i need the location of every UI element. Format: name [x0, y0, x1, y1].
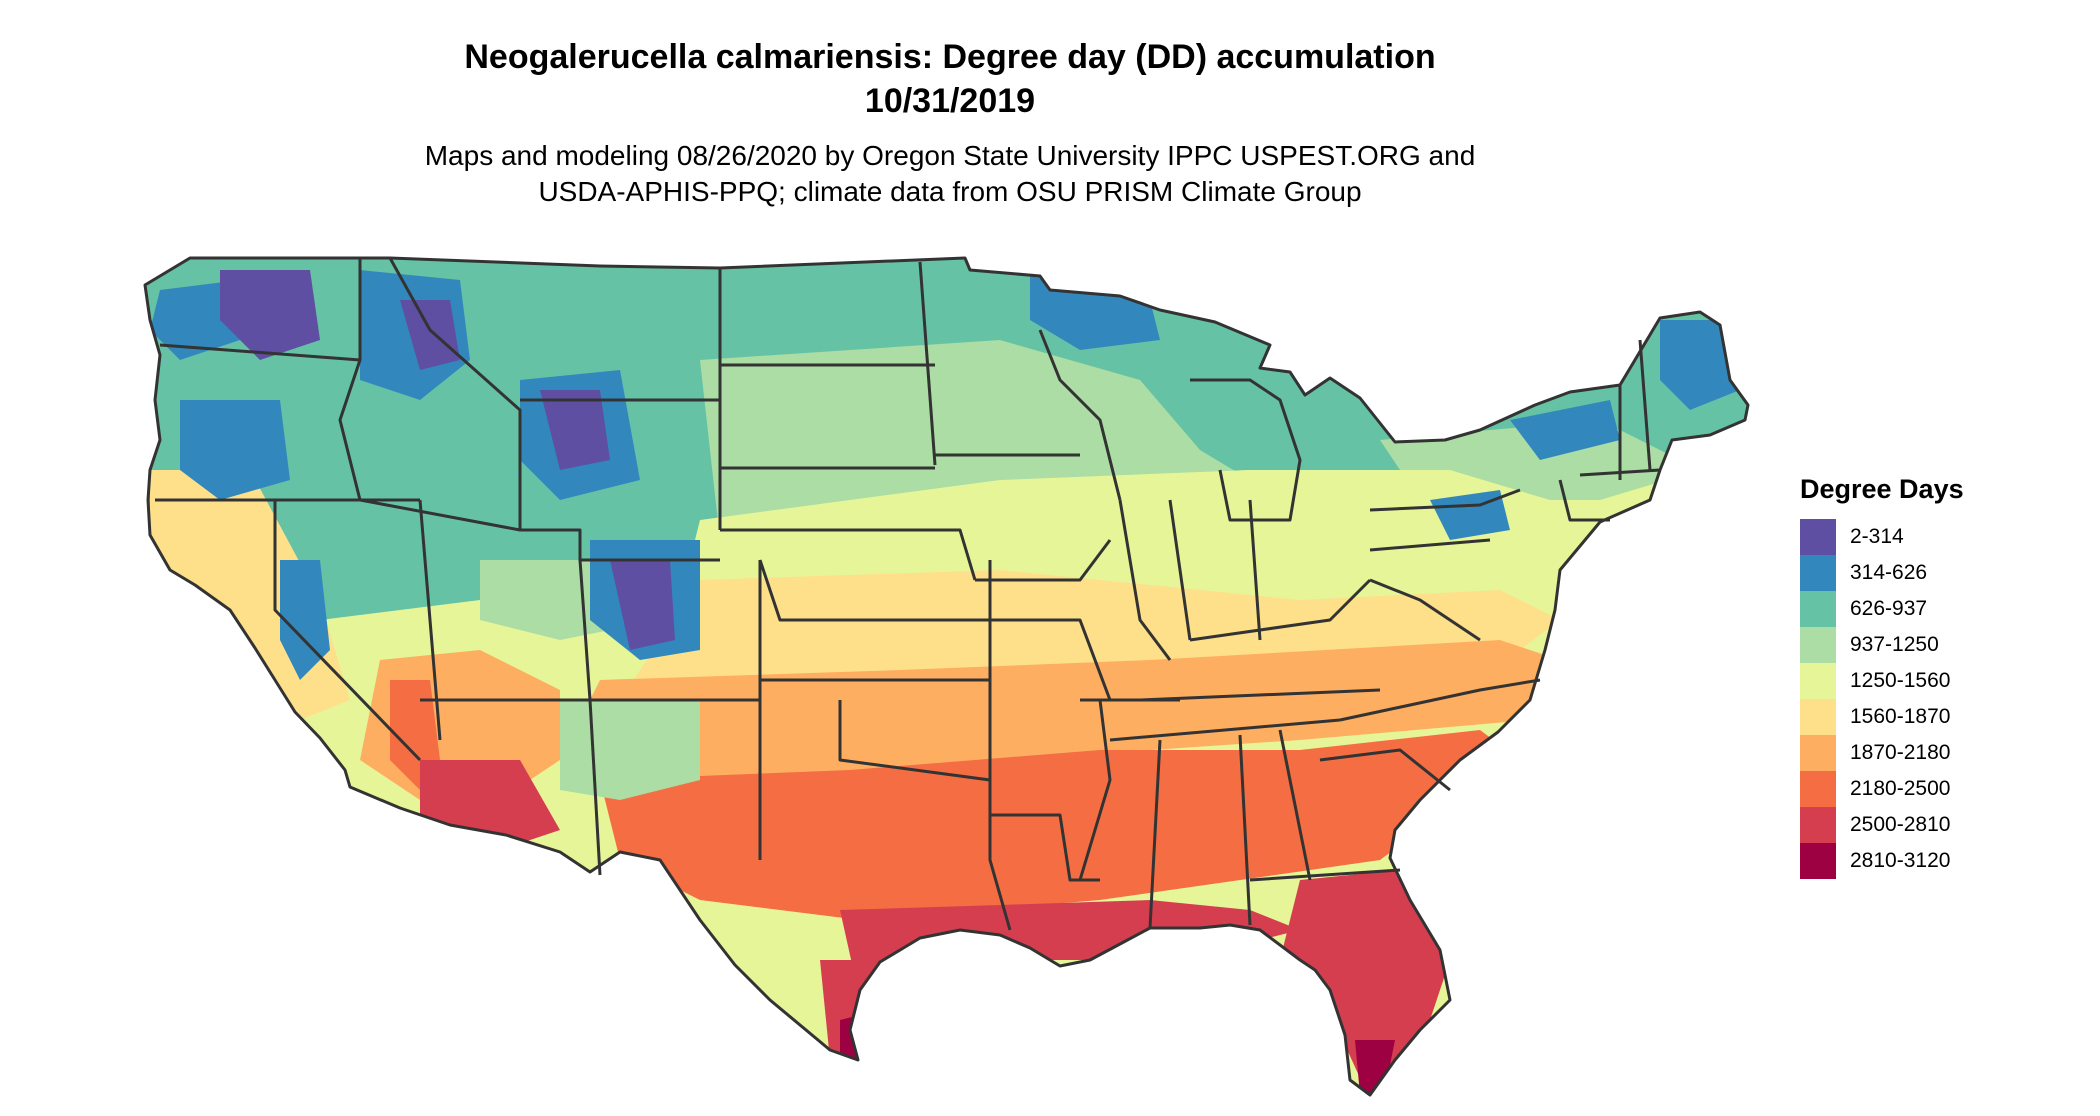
legend-label: 2-314 [1850, 525, 1904, 548]
legend-title: Degree Days [1800, 474, 1964, 504]
legend-swatch [1800, 771, 1836, 807]
legend-swatch [1800, 807, 1836, 843]
legend-item: 2-314 [1800, 519, 1964, 555]
legend-item: 2180-2500 [1800, 771, 1964, 807]
legend-item: 937-1250 [1800, 627, 1964, 663]
map-title: Neogalerucella calmariensis: Degree day … [464, 38, 1436, 76]
legend-label: 2500-2810 [1850, 813, 1951, 836]
legend-item: 1560-1870 [1800, 699, 1964, 735]
legend-swatch [1800, 627, 1836, 663]
legend-label: 937-1250 [1850, 633, 1939, 656]
legend-label: 314-626 [1850, 561, 1928, 584]
legend-swatch [1800, 591, 1836, 627]
legend-label: 626-937 [1850, 597, 1928, 620]
legend-swatch [1800, 843, 1836, 879]
legend-label: 1870-2180 [1850, 741, 1951, 764]
legend-swatch [1800, 735, 1836, 771]
legend-item: 314-626 [1800, 555, 1964, 591]
map-credit-line-2: USDA-APHIS-PPQ; climate data from OSU PR… [538, 176, 1362, 207]
legend-label: 2810-3120 [1850, 849, 1951, 872]
legend-swatch [1800, 555, 1836, 591]
legend-item: 1250-1560 [1800, 663, 1964, 699]
legend-label: 2180-2500 [1850, 777, 1951, 800]
map-date: 10/31/2019 [864, 82, 1036, 120]
legend-item: 626-937 [1800, 591, 1964, 627]
legend-label: 1560-1870 [1850, 705, 1951, 728]
legend-label: 1250-1560 [1850, 669, 1951, 692]
legend-swatch [1800, 519, 1836, 555]
legend-swatch [1800, 699, 1836, 735]
map-legend: Degree Days 2-314 314-626 626-937 937-1250 1… [1800, 474, 1964, 879]
legend-swatch [1800, 663, 1836, 699]
legend-item: 1870-2180 [1800, 735, 1964, 771]
legend-item: 2810-3120 [1800, 843, 1964, 879]
legend-item: 2500-2810 [1800, 807, 1964, 843]
map-credit-line-1: Maps and modeling 08/26/2020 by Oregon S… [424, 140, 1476, 171]
